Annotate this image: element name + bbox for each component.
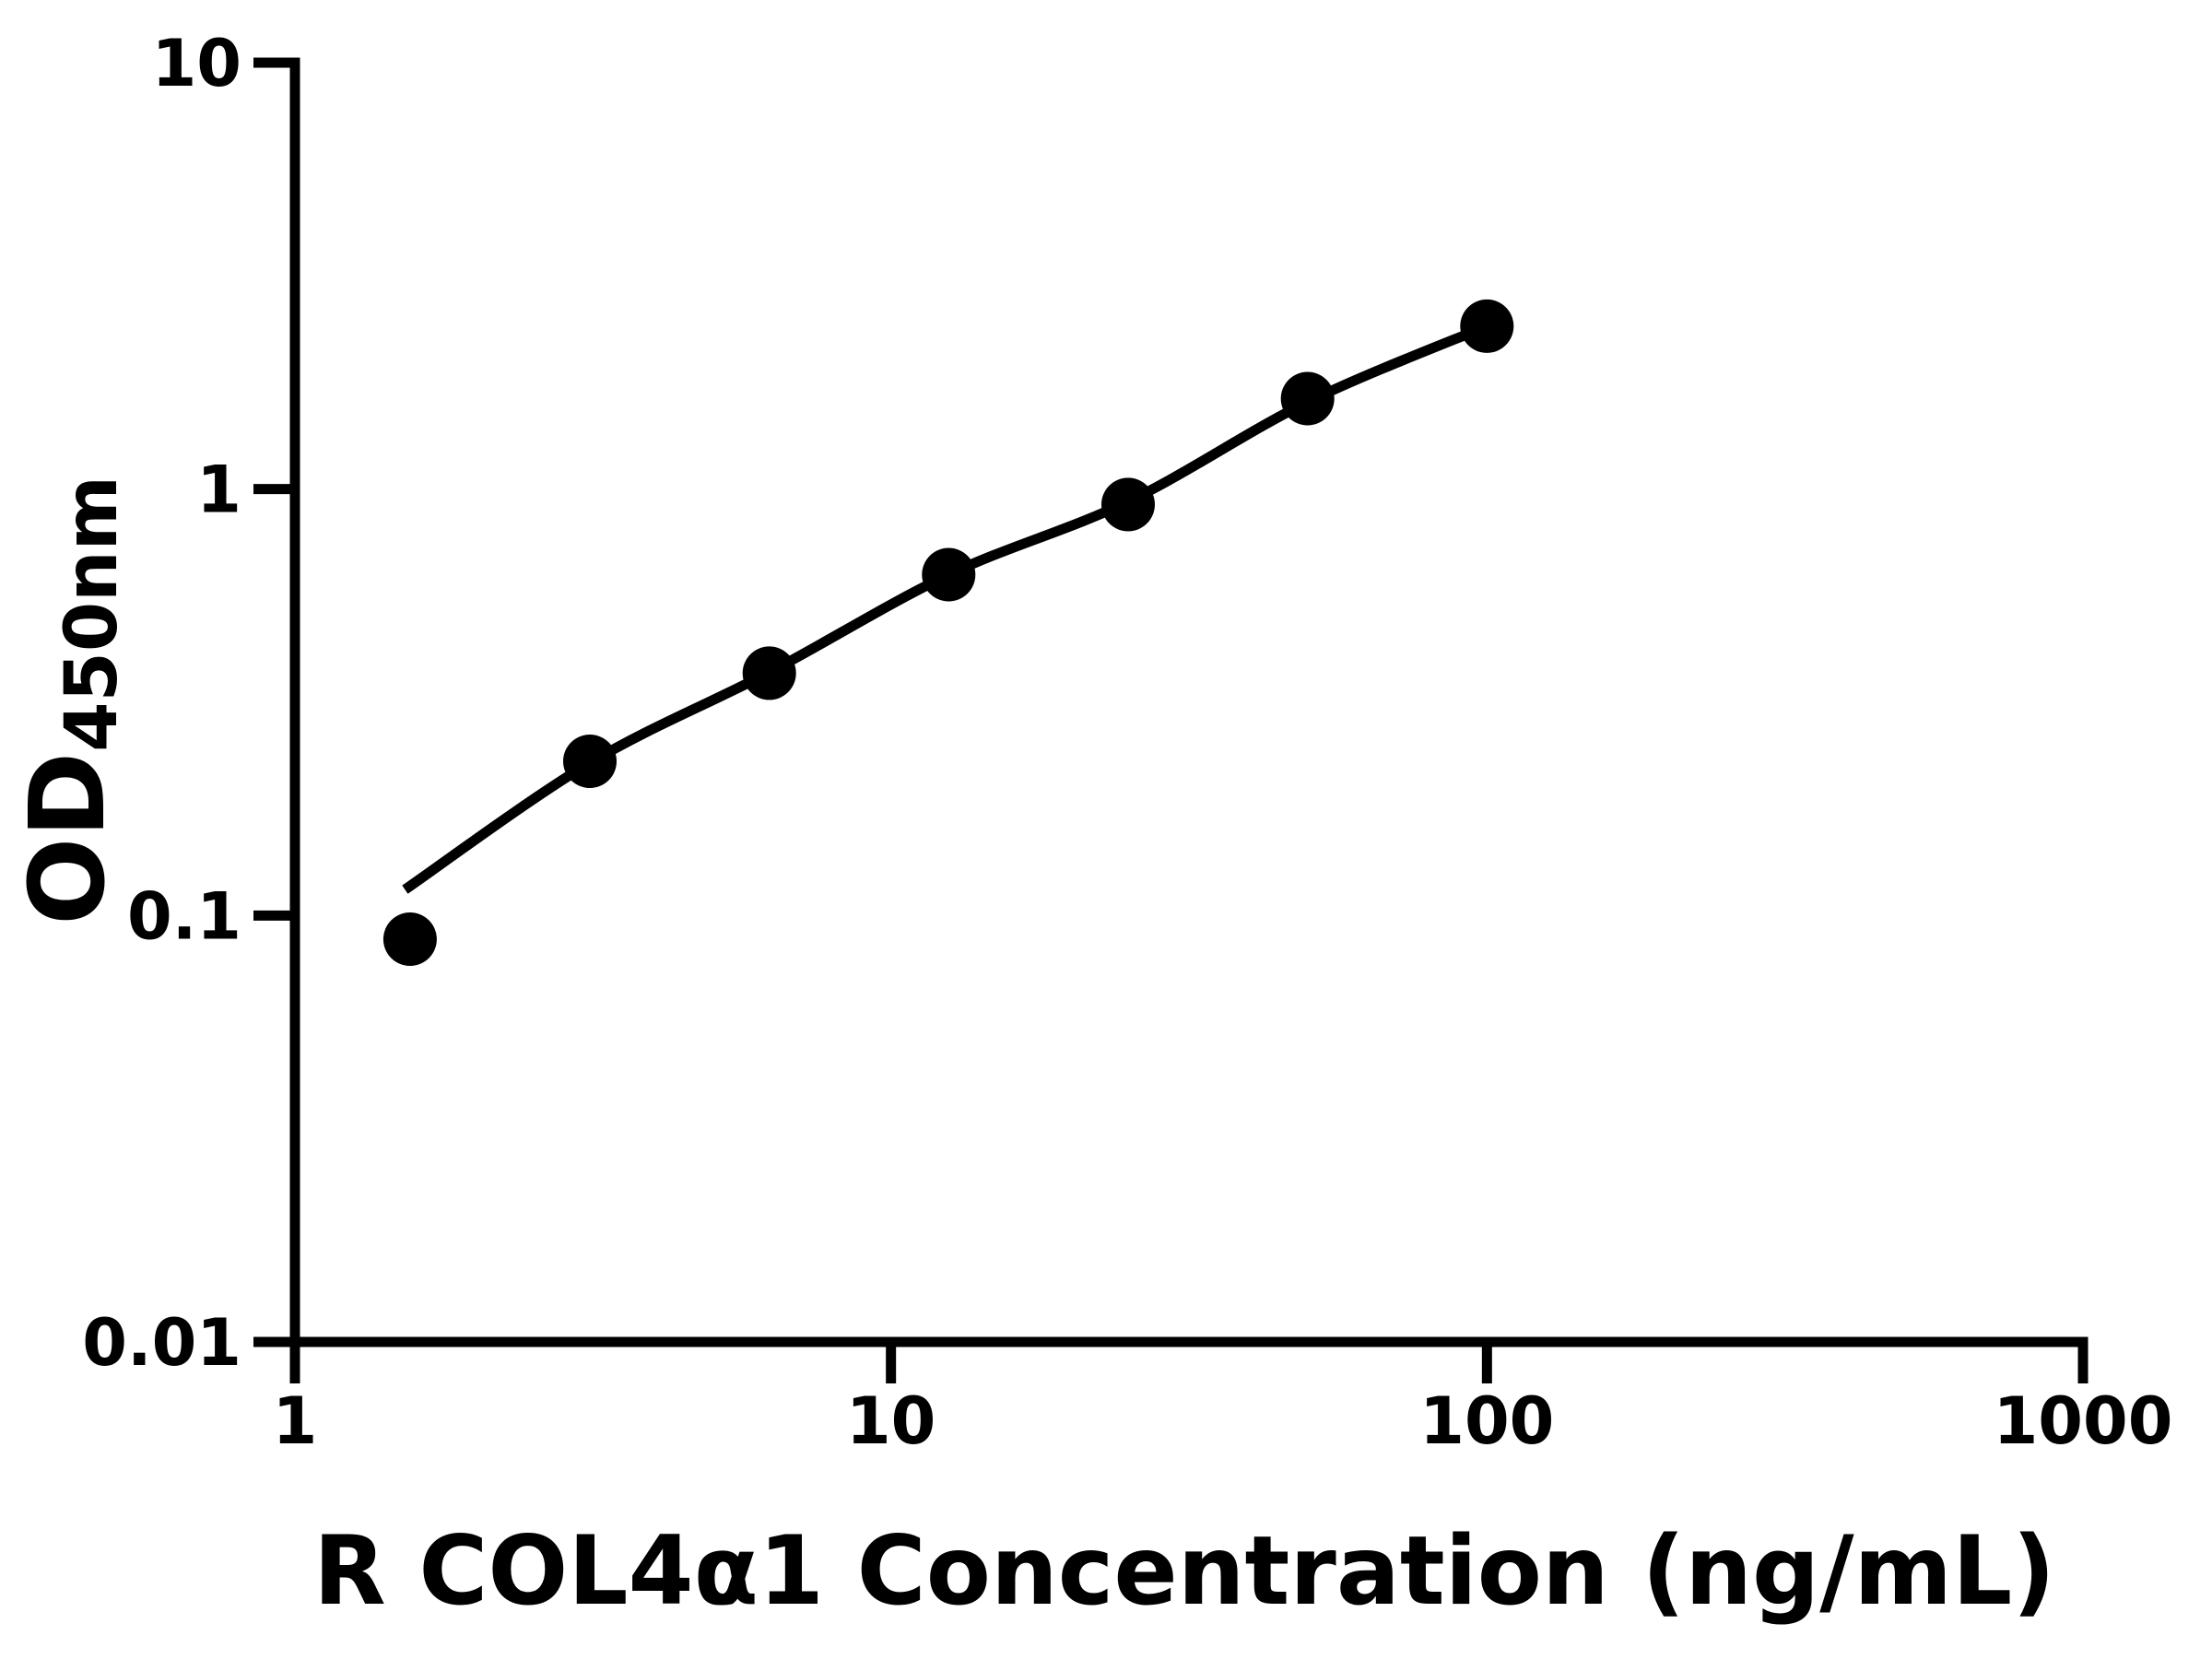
y-tick-label: 1 xyxy=(196,453,241,528)
data-point xyxy=(1101,477,1155,532)
data-point xyxy=(1460,299,1514,353)
y-tick-label: 0.01 xyxy=(82,1305,241,1381)
data-point xyxy=(1280,371,1335,426)
y-axis-title: OD450nm xyxy=(8,476,134,925)
data-point xyxy=(382,912,437,966)
data-point xyxy=(922,547,976,602)
x-tick-label: 10 xyxy=(846,1383,935,1459)
y-axis-title-main: OD xyxy=(8,752,128,925)
x-tick-label: 1 xyxy=(273,1383,318,1459)
data-point xyxy=(742,646,796,700)
y-tick-label: 0.1 xyxy=(127,878,241,954)
y-tick-label: 10 xyxy=(152,26,241,101)
data-point xyxy=(563,735,617,788)
x-tick-label: 100 xyxy=(1419,1383,1554,1459)
x-tick-label: 1000 xyxy=(1994,1383,2173,1459)
plot-area: 1 10 100 1000 0.01 0.1 1 10 xyxy=(82,26,2172,1459)
y-axis-title-subscript: 450nm xyxy=(51,476,134,752)
x-axis-title: R COL4α1 Concentration (ng/mL) xyxy=(313,1516,2055,1627)
